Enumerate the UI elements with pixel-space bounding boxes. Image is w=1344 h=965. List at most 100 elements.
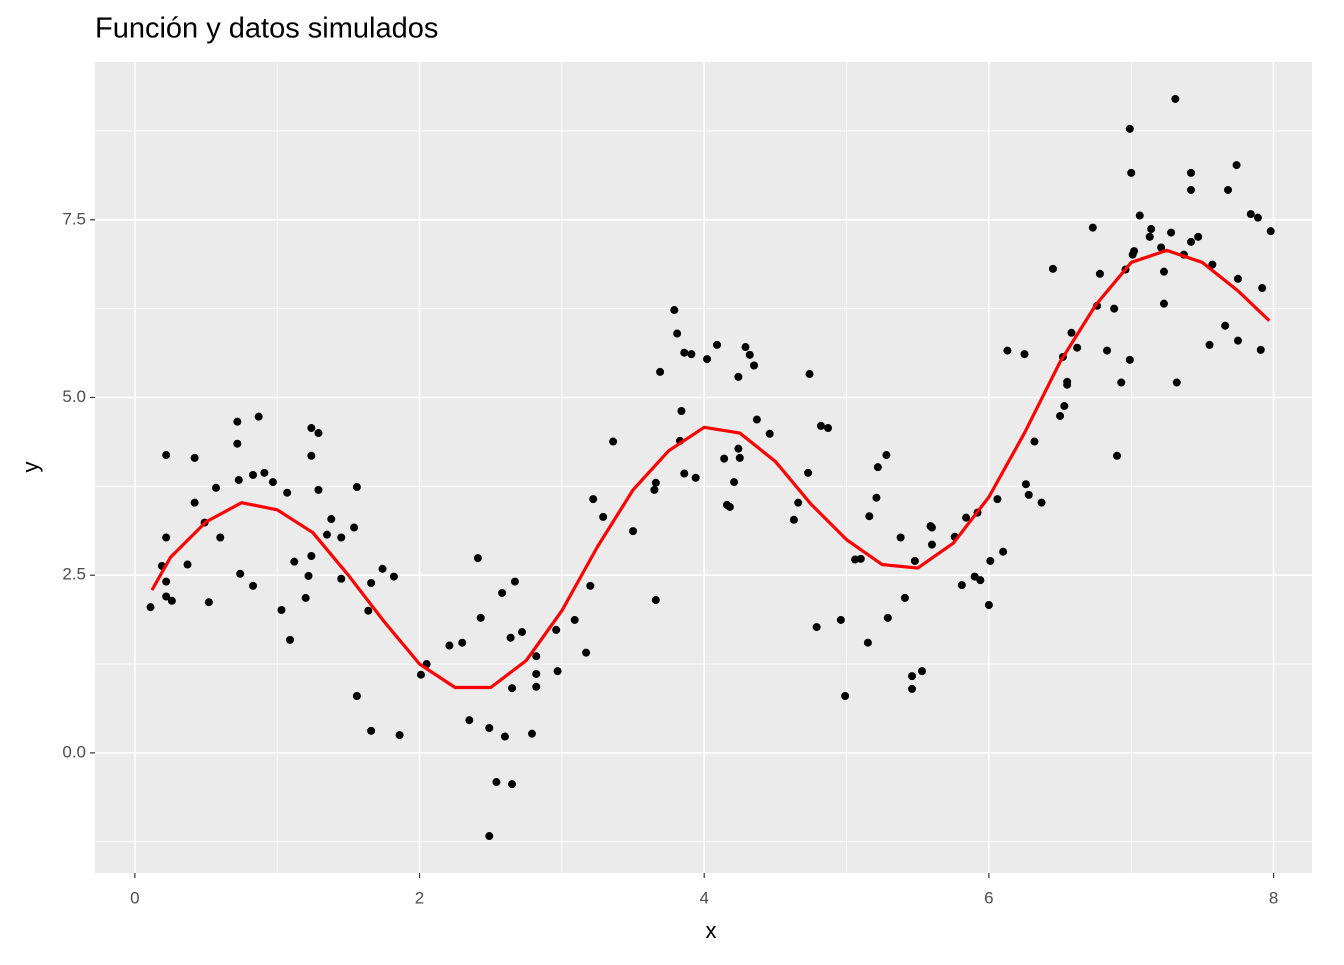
data-point — [248, 581, 257, 590]
data-point — [1159, 267, 1168, 276]
data-point — [307, 424, 316, 433]
data-point — [1187, 237, 1196, 246]
data-point — [677, 406, 686, 415]
data-point — [599, 512, 608, 521]
x-axis-title: x — [706, 918, 717, 943]
data-point — [167, 596, 176, 605]
data-point — [327, 515, 336, 524]
data-point — [1205, 340, 1214, 349]
data-point — [1003, 346, 1012, 355]
data-point — [162, 451, 171, 460]
data-point — [527, 729, 536, 738]
data-point — [883, 613, 892, 622]
data-point — [720, 454, 729, 463]
data-point — [190, 453, 199, 462]
data-point — [650, 485, 659, 494]
x-tick-label: 4 — [699, 888, 708, 907]
data-point — [314, 429, 323, 438]
data-point — [713, 340, 722, 349]
data-point — [1145, 232, 1154, 241]
data-point — [1187, 168, 1196, 177]
data-point — [216, 533, 225, 542]
y-tick-label: 2.5 — [62, 565, 86, 584]
data-point — [1187, 185, 1196, 194]
data-point — [162, 592, 171, 601]
data-point — [1088, 223, 1097, 232]
data-point — [1103, 346, 1112, 355]
data-point — [1125, 124, 1134, 133]
data-point — [337, 533, 346, 542]
data-point — [687, 350, 696, 359]
data-point — [586, 581, 595, 590]
data-point — [812, 623, 821, 632]
data-point — [211, 483, 220, 492]
data-point — [146, 603, 155, 612]
data-point — [367, 579, 376, 588]
data-point — [1221, 321, 1230, 330]
data-point — [395, 731, 404, 740]
data-point — [234, 475, 243, 484]
data-point — [552, 625, 561, 634]
data-point — [337, 574, 346, 583]
data-point — [352, 483, 361, 492]
data-point — [510, 577, 519, 586]
data-point — [204, 598, 213, 607]
data-point — [254, 412, 263, 421]
data-point — [1246, 210, 1255, 219]
data-point — [1117, 378, 1126, 387]
data-point — [1037, 498, 1046, 507]
data-point — [986, 556, 995, 565]
data-point — [1232, 161, 1241, 170]
data-point — [277, 606, 286, 615]
data-point — [609, 437, 618, 446]
x-tick-label: 8 — [1269, 888, 1278, 907]
data-point — [730, 478, 739, 487]
data-point — [908, 672, 917, 681]
data-point — [1130, 247, 1139, 256]
data-point — [307, 551, 316, 560]
data-point — [352, 692, 361, 701]
data-point — [734, 444, 743, 453]
data-point — [498, 588, 507, 597]
y-axis-title: y — [18, 462, 43, 473]
data-point — [445, 641, 454, 650]
data-point — [1125, 355, 1134, 364]
data-point — [1030, 437, 1039, 446]
data-point — [1095, 269, 1104, 278]
data-point — [1112, 451, 1121, 460]
data-point — [873, 463, 882, 472]
data-point — [1067, 328, 1076, 337]
data-point — [1063, 377, 1072, 386]
data-point — [703, 355, 712, 364]
data-point — [993, 495, 1002, 504]
data-point — [290, 557, 299, 566]
data-point — [492, 778, 501, 787]
data-point — [286, 635, 295, 644]
data-point — [1233, 274, 1242, 283]
data-point — [1258, 284, 1267, 293]
data-point — [1056, 411, 1065, 420]
chart-title: Función y datos simulados — [95, 13, 438, 45]
data-point — [816, 421, 825, 430]
data-point — [589, 495, 598, 504]
data-point — [824, 424, 833, 433]
data-point — [908, 684, 917, 693]
data-point — [1233, 336, 1242, 345]
data-point — [651, 478, 660, 487]
data-point — [745, 350, 754, 359]
data-point — [364, 606, 373, 615]
data-point — [236, 569, 245, 578]
x-tick-label: 0 — [130, 888, 139, 907]
data-point — [260, 468, 269, 477]
data-point — [378, 564, 387, 573]
data-point — [485, 832, 494, 841]
data-point — [752, 415, 761, 424]
data-point — [553, 667, 562, 676]
data-point — [1135, 211, 1144, 220]
data-point — [268, 478, 277, 487]
data-point — [323, 530, 332, 539]
data-point — [1060, 402, 1069, 411]
data-point — [629, 527, 638, 536]
data-point — [734, 372, 743, 381]
